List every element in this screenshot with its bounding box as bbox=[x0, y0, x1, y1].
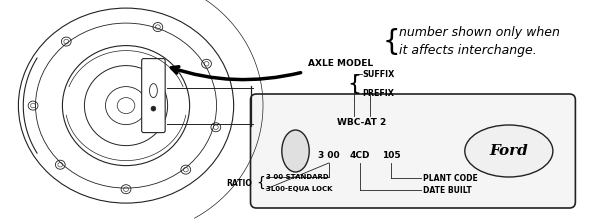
Text: WBC-AT 2: WBC-AT 2 bbox=[337, 117, 387, 126]
Text: SUFFIX: SUFFIX bbox=[362, 70, 394, 79]
Ellipse shape bbox=[465, 125, 553, 177]
Text: 3 00: 3 00 bbox=[318, 150, 340, 160]
Text: 3L00-EQUA LOCK: 3L00-EQUA LOCK bbox=[266, 186, 332, 192]
FancyBboxPatch shape bbox=[142, 59, 165, 133]
Text: number shown only when: number shown only when bbox=[400, 26, 560, 38]
Text: {: { bbox=[383, 28, 400, 56]
Text: RATIO: RATIO bbox=[226, 178, 252, 187]
Text: {: { bbox=[347, 74, 361, 94]
Text: 4CD: 4CD bbox=[350, 150, 370, 160]
Text: 3 00 STANDARD: 3 00 STANDARD bbox=[266, 174, 329, 180]
Text: 105: 105 bbox=[382, 150, 401, 160]
Text: Ford: Ford bbox=[489, 144, 528, 158]
Ellipse shape bbox=[282, 130, 309, 172]
FancyBboxPatch shape bbox=[250, 94, 576, 208]
Text: DATE BUILT: DATE BUILT bbox=[423, 185, 471, 194]
Text: {: { bbox=[256, 176, 265, 190]
Ellipse shape bbox=[151, 106, 156, 111]
Text: PREFIX: PREFIX bbox=[362, 88, 394, 97]
Text: PLANT CODE: PLANT CODE bbox=[423, 174, 477, 183]
Text: AXLE MODEL: AXLE MODEL bbox=[308, 59, 373, 68]
Text: it affects interchange.: it affects interchange. bbox=[400, 44, 537, 57]
